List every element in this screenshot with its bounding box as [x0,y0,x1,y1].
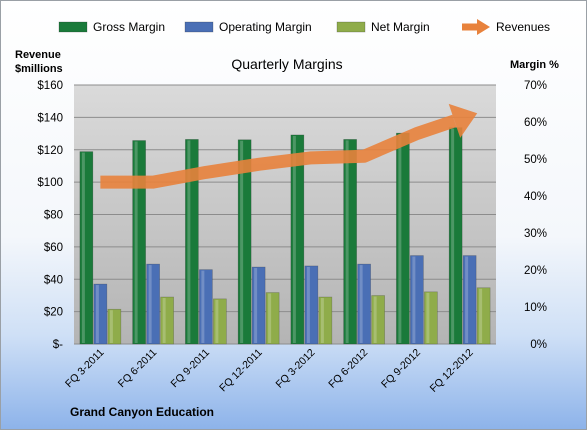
bar-operating-margin-fq-6-2011 [146,263,160,345]
bar-operating-margin-fq-9-2011 [199,269,213,345]
right-tick-label: 20% [524,265,547,277]
bar-highlight [134,141,138,343]
bar-series [79,127,491,345]
bar-gross-margin-fq-9-2012 [396,132,410,345]
bar-highlight [398,134,402,343]
bar-highlight [426,292,430,343]
left-tick-label: $100 [37,177,63,189]
left-tick-label: $60 [44,242,63,254]
x-tick-label-fq-3-2012: FQ 3-2012 [274,347,318,391]
bar-highlight [320,298,324,343]
bar-highlight [465,256,469,343]
right-tick-label: 0% [530,339,547,351]
left-axis-title-line2: $millions [15,63,63,75]
bar-gross-margin-fq-6-2012 [343,139,357,345]
left-tick-label: $120 [37,145,63,157]
left-tick-label: $20 [44,307,63,319]
bar-operating-margin-fq-3-2012 [304,265,319,345]
left-axis-title-line1: Revenue [15,49,61,61]
bar-net-margin-fq-6-2011 [160,296,174,345]
x-tick-label-fq-12-2011: FQ 12-2011 [217,347,265,395]
bar-highlight [254,268,258,343]
x-tick-label-fq-6-2011: FQ 6-2011 [116,347,160,391]
bar-net-margin-fq-12-2011 [265,292,280,345]
bar-highlight [306,266,310,343]
legend: Gross Margin Operating Margin Net Margin Re… [58,19,550,35]
bar-net-margin-fq-3-2012 [318,296,333,345]
x-tick-label-fq-6-2012: FQ 6-2012 [326,347,370,391]
bar-highlight [162,298,166,343]
bar-operating-margin-fq-3-2011 [93,283,108,345]
bar-operating-margin-fq-12-2011 [251,266,266,345]
legend-label-net-margin: Net Margin [371,20,430,34]
company-label: Grand Canyon Education [70,405,214,419]
right-tick-label: 50% [524,154,547,166]
bar-gross-margin-fq-6-2011 [132,140,146,345]
bar-operating-margin-fq-6-2012 [357,263,371,345]
legend-label-revenues: Revenues [496,20,550,34]
bar-highlight [148,265,152,343]
legend-label-operating-margin: Operating Margin [219,20,312,34]
bar-net-margin-fq-9-2012 [424,291,438,345]
bar-highlight [268,293,272,343]
right-tick-label: 70% [524,80,547,92]
bar-highlight [292,135,296,343]
bar-gross-margin-fq-12-2011 [237,139,252,345]
bar-highlight [201,270,205,343]
x-tick-label-fq-9-2012: FQ 9-2012 [379,347,423,391]
revenue-line [100,114,457,189]
bar-highlight [412,256,416,343]
legend-swatch-net-margin [336,21,366,33]
bar-highlight [215,299,219,343]
bar-operating-margin-fq-12-2012 [462,255,477,345]
bar-gross-margin-fq-12-2012 [448,127,463,345]
legend-label-gross-margin: Gross Margin [93,20,165,34]
bar-net-margin-fq-6-2012 [371,295,385,345]
left-tick-label: $140 [37,112,63,124]
legend-swatch-gross-margin [58,21,88,33]
left-tick-label: $80 [44,210,63,222]
legend-swatch-operating-margin [184,21,214,33]
bar-highlight [109,310,113,343]
right-tick-label: 10% [524,302,547,314]
bar-highlight [95,285,99,343]
chart-title: Quarterly Margins [231,56,342,72]
bar-net-margin-fq-3-2011 [107,308,122,345]
bar-gross-margin-fq-3-2012 [290,134,305,345]
bar-highlight [345,140,349,343]
bar-highlight [359,265,363,343]
revenue-arrowhead [448,103,478,138]
bar-highlight [240,140,244,343]
bar-highlight [479,288,483,343]
revenue-line-layer [100,103,478,189]
left-tick-label: $- [53,339,63,351]
left-tick-label: $40 [44,274,63,286]
bar-gross-margin-fq-9-2011 [185,139,199,345]
bar-operating-margin-fq-9-2012 [410,255,424,345]
x-tick-label-fq-3-2011: FQ 3-2011 [63,347,107,391]
bar-highlight [187,140,191,343]
bar-highlight [81,152,85,343]
x-tick-label-fq-12-2012: FQ 12-2012 [428,347,476,395]
legend-arrowhead-revenues [477,19,490,35]
bar-gross-margin-fq-3-2011 [79,151,94,345]
right-tick-label: 60% [524,117,547,129]
bar-net-margin-fq-12-2012 [476,287,491,345]
bar-net-margin-fq-9-2011 [213,298,227,345]
right-tick-label: 30% [524,228,547,240]
right-axis-title: Margin % [510,59,559,71]
right-tick-label: 40% [524,191,547,203]
left-tick-label: $160 [37,80,63,92]
x-tick-label-fq-9-2011: FQ 9-2011 [169,347,213,391]
bar-highlight [373,296,377,343]
bar-highlight [451,128,455,343]
